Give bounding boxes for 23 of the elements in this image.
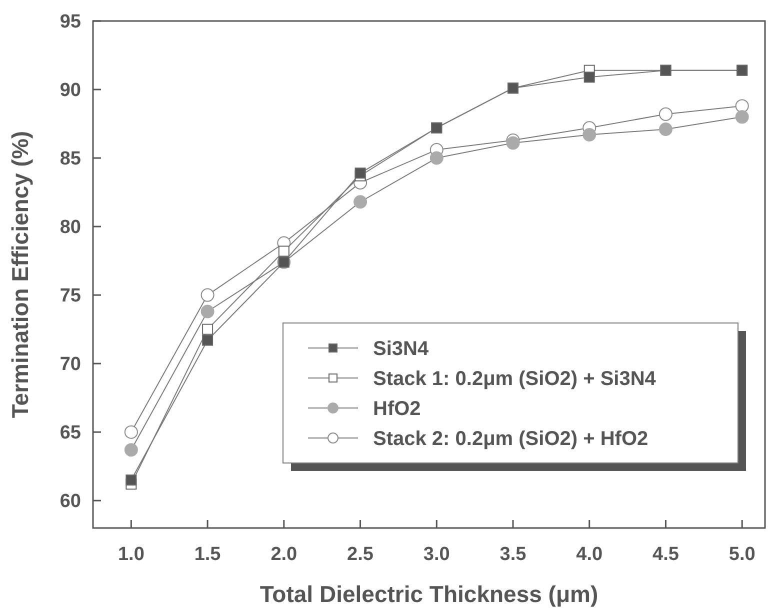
y-tick-label: 60 xyxy=(60,491,81,512)
x-tick-label: 4.5 xyxy=(652,544,680,565)
y-axis-title: Termination Efficiency (%) xyxy=(7,130,33,418)
y-tick-label: 90 xyxy=(60,80,81,102)
legend-label: Si3N4 xyxy=(373,338,430,360)
x-axis-title: Total Dielectric Thickness (μm) xyxy=(260,581,598,607)
y-tick-label: 80 xyxy=(60,217,81,238)
y-tick-label: 70 xyxy=(60,354,81,376)
legend-label: Stack 1: 0.2μm (SiO2) + Si3N4 xyxy=(373,368,657,390)
y-tick-label: 75 xyxy=(60,286,82,307)
x-tick-label: 1.0 xyxy=(118,544,144,565)
x-tick-label: 4.0 xyxy=(576,544,603,565)
y-tick-label: 65 xyxy=(60,422,82,444)
x-tick-label: 1.5 xyxy=(194,544,222,565)
x-tick-label: 2.0 xyxy=(270,544,298,565)
y-tick-label: 85 xyxy=(60,148,82,170)
y-tick-label: 95 xyxy=(60,12,82,33)
x-tick-label: 2.5 xyxy=(347,544,374,565)
legend-label: HfO2 xyxy=(373,398,421,420)
x-tick-label: 5.0 xyxy=(728,544,756,565)
x-tick-label: 3.5 xyxy=(500,544,527,565)
x-tick-label: 3.0 xyxy=(423,544,450,565)
legend-label: Stack 2: 0.2μm (SiO2) + HfO2 xyxy=(373,428,648,450)
